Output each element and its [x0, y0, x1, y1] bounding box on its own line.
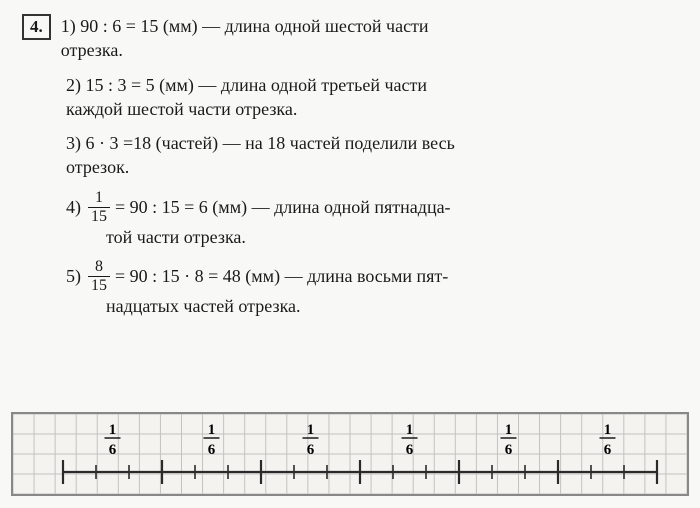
item-5-frac-d: 15: [88, 277, 110, 294]
item-4-num: 4): [66, 195, 81, 219]
svg-text:1: 1: [307, 422, 315, 438]
item-4-frac-n: 1: [88, 190, 110, 208]
item-1-expr: 90 : 6 = 15 (мм): [80, 16, 197, 36]
item-5-frac-n: 8: [88, 259, 110, 277]
item-3: 3) 6 · 3 =18 (частей) — на 18 частей под…: [22, 131, 678, 180]
item-2-num: 2): [66, 75, 81, 95]
item-2-desc: — длина одной третьей части: [198, 75, 427, 95]
item-2-cont: каждой шестой части отрезка.: [22, 97, 678, 121]
svg-text:1: 1: [505, 422, 513, 438]
item-5-expr: = 90 : 15 · 8 = 48 (мм): [115, 266, 280, 286]
item-1: 4. 1) 90 : 6 = 15 (мм) — длина одной шес…: [22, 14, 678, 63]
svg-text:1: 1: [109, 422, 117, 438]
svg-text:6: 6: [505, 442, 513, 458]
task-number-box: 4.: [22, 14, 51, 40]
item-4: 4) 1 15 = 90 : 15 = 6 (мм) — длина одной…: [22, 190, 678, 249]
svg-text:6: 6: [307, 442, 315, 458]
item-3-expr: 6 · 3 =18 (частей): [86, 133, 219, 153]
svg-text:6: 6: [208, 442, 216, 458]
svg-text:1: 1: [604, 422, 612, 438]
item-4-fraction: 1 15: [88, 190, 110, 225]
item-3-cont: отрезок.: [22, 155, 678, 179]
svg-text:1: 1: [208, 422, 216, 438]
item-1-desc: — длина одной шестой части: [202, 16, 428, 36]
item-1-num: 1): [61, 16, 76, 36]
item-1-cont: отрезка.: [61, 40, 123, 60]
item-5-desc: — длина восьми пят-: [285, 266, 449, 286]
item-3-desc: — на 18 частей поделили весь: [223, 133, 455, 153]
svg-text:1: 1: [406, 422, 414, 438]
item-2-expr: 15 : 3 = 5 (мм): [86, 75, 194, 95]
item-4-expr: = 90 : 15 = 6 (мм): [115, 197, 247, 217]
item-5-num: 5): [66, 264, 81, 288]
item-5-cont: надцатых частей отрезка.: [22, 294, 678, 318]
content: 4. 1) 90 : 6 = 15 (мм) — длина одной шес…: [22, 14, 678, 318]
item-3-num: 3): [66, 133, 81, 153]
number-line-diagram: 1 6 1 6 1 6 1 6 1 6 1 6: [11, 412, 689, 496]
item-5-fraction: 8 15: [88, 259, 110, 294]
item-4-frac-d: 15: [88, 208, 110, 225]
item-4-cont: той части отрезка.: [22, 225, 678, 249]
svg-text:6: 6: [406, 442, 414, 458]
item-4-desc: — длина одной пятнадца-: [252, 197, 451, 217]
item-2: 2) 15 : 3 = 5 (мм) — длина одной третьей…: [22, 73, 678, 122]
svg-text:6: 6: [604, 442, 612, 458]
svg-text:6: 6: [109, 442, 117, 458]
diagram-svg: 1 6 1 6 1 6 1 6 1 6 1 6: [13, 414, 687, 494]
item-5: 5) 8 15 = 90 : 15 · 8 = 48 (мм) — длина …: [22, 259, 678, 318]
